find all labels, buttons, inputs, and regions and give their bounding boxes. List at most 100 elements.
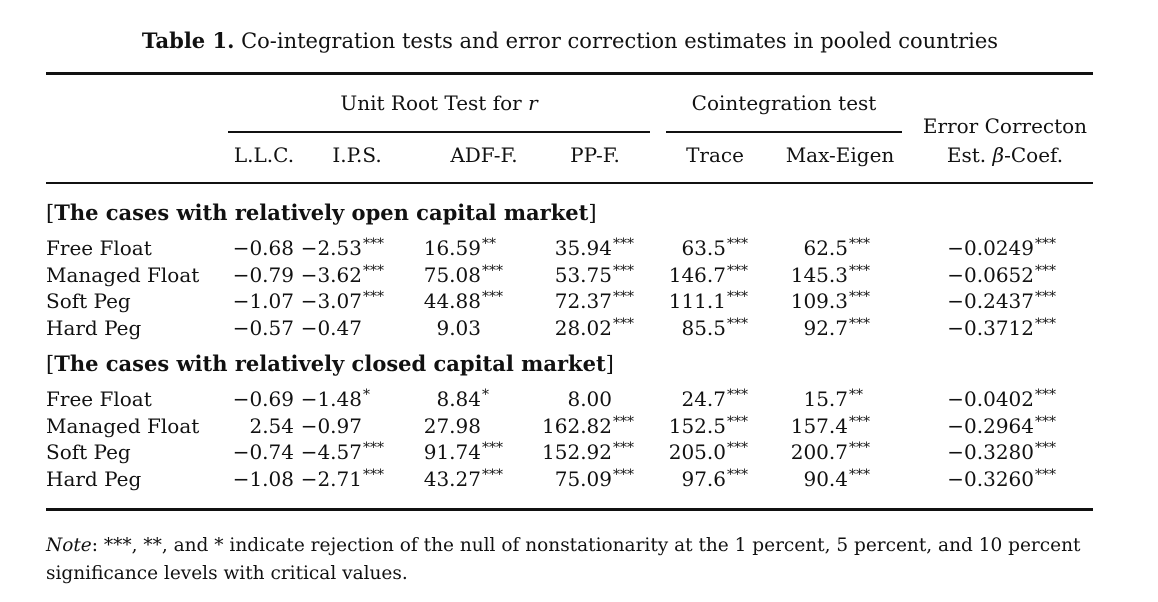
cell-trace-significance: *** — [727, 262, 748, 279]
note-label: Note — [46, 535, 92, 556]
cell-trace-significance: *** — [727, 236, 748, 252]
cell-pp: 72.37 — [554, 289, 612, 313]
error-header-post: -Coef. — [1004, 143, 1064, 167]
cell-ips-significance: *** — [363, 236, 384, 252]
bracket-close: ] — [605, 352, 614, 376]
cell-adf-significance: *** — [482, 440, 503, 456]
cell-beta-significance: *** — [1035, 289, 1056, 305]
cell-pp: 152.92 — [542, 440, 612, 464]
bracket-open: [ — [46, 201, 55, 225]
cell-adf: 75.08 — [423, 262, 481, 287]
caption-text: Co-integration tests and error correctio… — [234, 29, 999, 53]
cell-beta-significance: *** — [1035, 387, 1056, 403]
cell-beta: −0.3260 — [947, 466, 1034, 491]
col-header-llc: L.L.C. — [233, 143, 295, 167]
cell-pp: 162.82 — [542, 413, 612, 438]
cell-llc: −1.08 — [232, 466, 294, 491]
cell-trace: 146.7 — [668, 262, 726, 287]
bracket-open: [ — [46, 352, 55, 376]
cell-beta: −0.0402 — [947, 387, 1034, 411]
cell-trace: 97.6 — [681, 466, 726, 491]
cell-trace-significance: *** — [727, 387, 748, 403]
cell-pp: 8.00 — [567, 387, 612, 411]
cell-adf: 8.84 — [436, 387, 481, 411]
row-label: Hard Peg — [46, 315, 142, 340]
table-caption: Table 1. Co-integration tests and error … — [0, 28, 1140, 53]
cell-trace: 111.1 — [668, 289, 726, 313]
cell-ips-significance: * — [363, 387, 370, 403]
col-header-adf: ADF-F. — [450, 143, 518, 167]
cell-beta-significance: *** — [1035, 413, 1056, 430]
top-rule — [46, 72, 1093, 75]
cell-trace-significance: *** — [727, 466, 748, 483]
cell-ips: −4.57 — [300, 440, 362, 464]
unit-root-group-label: Unit Root Test for — [340, 91, 529, 115]
cell-adf: 44.88 — [423, 289, 481, 313]
row-label: Free Float — [46, 236, 152, 260]
cell-beta: −0.0249 — [947, 236, 1034, 260]
cell-max-eigen: 90.4 — [803, 466, 848, 491]
cell-llc: −0.57 — [232, 315, 294, 340]
cell-trace: 85.5 — [681, 315, 726, 340]
cell-max-eigen: 200.7 — [790, 440, 848, 464]
cell-max-eigen-significance: *** — [849, 262, 870, 279]
header-rule — [46, 182, 1093, 184]
cell-llc: −0.79 — [232, 262, 294, 287]
cell-adf-significance: *** — [482, 289, 503, 305]
cell-beta: −0.3712 — [947, 315, 1034, 340]
cell-max-eigen: 145.3 — [790, 262, 848, 287]
cell-ips: −3.07 — [300, 289, 362, 313]
cell-adf: 16.59 — [423, 236, 481, 260]
cell-trace-significance: *** — [727, 289, 748, 305]
col-header-pp: PP-F. — [570, 143, 620, 167]
cell-pp: 75.09 — [554, 466, 612, 491]
cell-beta-significance: *** — [1035, 262, 1056, 279]
unit-root-group-var: r — [528, 91, 538, 115]
cell-max-eigen-significance: *** — [849, 466, 870, 483]
cell-pp-significance: *** — [613, 466, 634, 483]
cell-trace: 205.0 — [668, 440, 726, 464]
cell-max-eigen-significance: *** — [849, 440, 870, 456]
row-label: Soft Peg — [46, 289, 131, 313]
error-header-pre: Est. — [946, 143, 993, 167]
error-correction-header-line2: Est. β-Coef. — [910, 143, 1100, 167]
cell-ips: −3.62 — [300, 262, 362, 287]
cell-beta-significance: *** — [1035, 440, 1056, 456]
bracket-close: ] — [588, 201, 597, 225]
group-title-text: The cases with relatively closed capital… — [54, 351, 606, 376]
row-label: Managed Float — [46, 262, 200, 287]
cell-ips: −0.97 — [300, 413, 362, 438]
cell-ips-significance: *** — [363, 440, 384, 456]
cell-trace-significance: *** — [727, 315, 748, 332]
cell-max-eigen: 92.7 — [803, 315, 848, 340]
cell-pp: 53.75 — [554, 262, 612, 287]
cell-max-eigen-significance: *** — [849, 236, 870, 252]
cell-ips-significance: *** — [363, 466, 384, 483]
row-label: Soft Peg — [46, 440, 131, 464]
cell-beta: −0.0652 — [947, 262, 1034, 287]
col-header-trace: Trace — [686, 143, 744, 167]
row-label: Hard Peg — [46, 466, 142, 491]
cell-max-eigen: 157.4 — [790, 413, 848, 438]
group-title-open: [The cases with relatively open capital … — [46, 200, 597, 225]
cell-ips: −0.47 — [300, 315, 362, 340]
cell-beta-significance: *** — [1035, 466, 1056, 483]
cell-pp: 28.02 — [554, 315, 612, 340]
col-header-ips: I.P.S. — [332, 143, 382, 167]
cell-pp-significance: *** — [613, 289, 634, 305]
cell-pp-significance: *** — [613, 413, 634, 430]
cell-adf: 91.74 — [423, 440, 481, 464]
group-title-closed: [The cases with relatively closed capita… — [46, 351, 614, 376]
cell-max-eigen: 62.5 — [803, 236, 848, 260]
cell-ips-significance: *** — [363, 262, 384, 279]
bottom-rule — [46, 508, 1093, 511]
cell-max-eigen-significance: *** — [849, 413, 870, 430]
cell-beta-significance: *** — [1035, 236, 1056, 252]
cell-adf-significance: ** — [482, 236, 496, 252]
cell-adf: 27.98 — [423, 413, 481, 438]
cell-beta: −0.3280 — [947, 440, 1034, 464]
cell-llc: −0.68 — [232, 236, 294, 260]
cell-ips: −2.71 — [300, 466, 362, 491]
row-label: Managed Float — [46, 413, 200, 438]
cell-trace: 24.7 — [681, 387, 726, 411]
